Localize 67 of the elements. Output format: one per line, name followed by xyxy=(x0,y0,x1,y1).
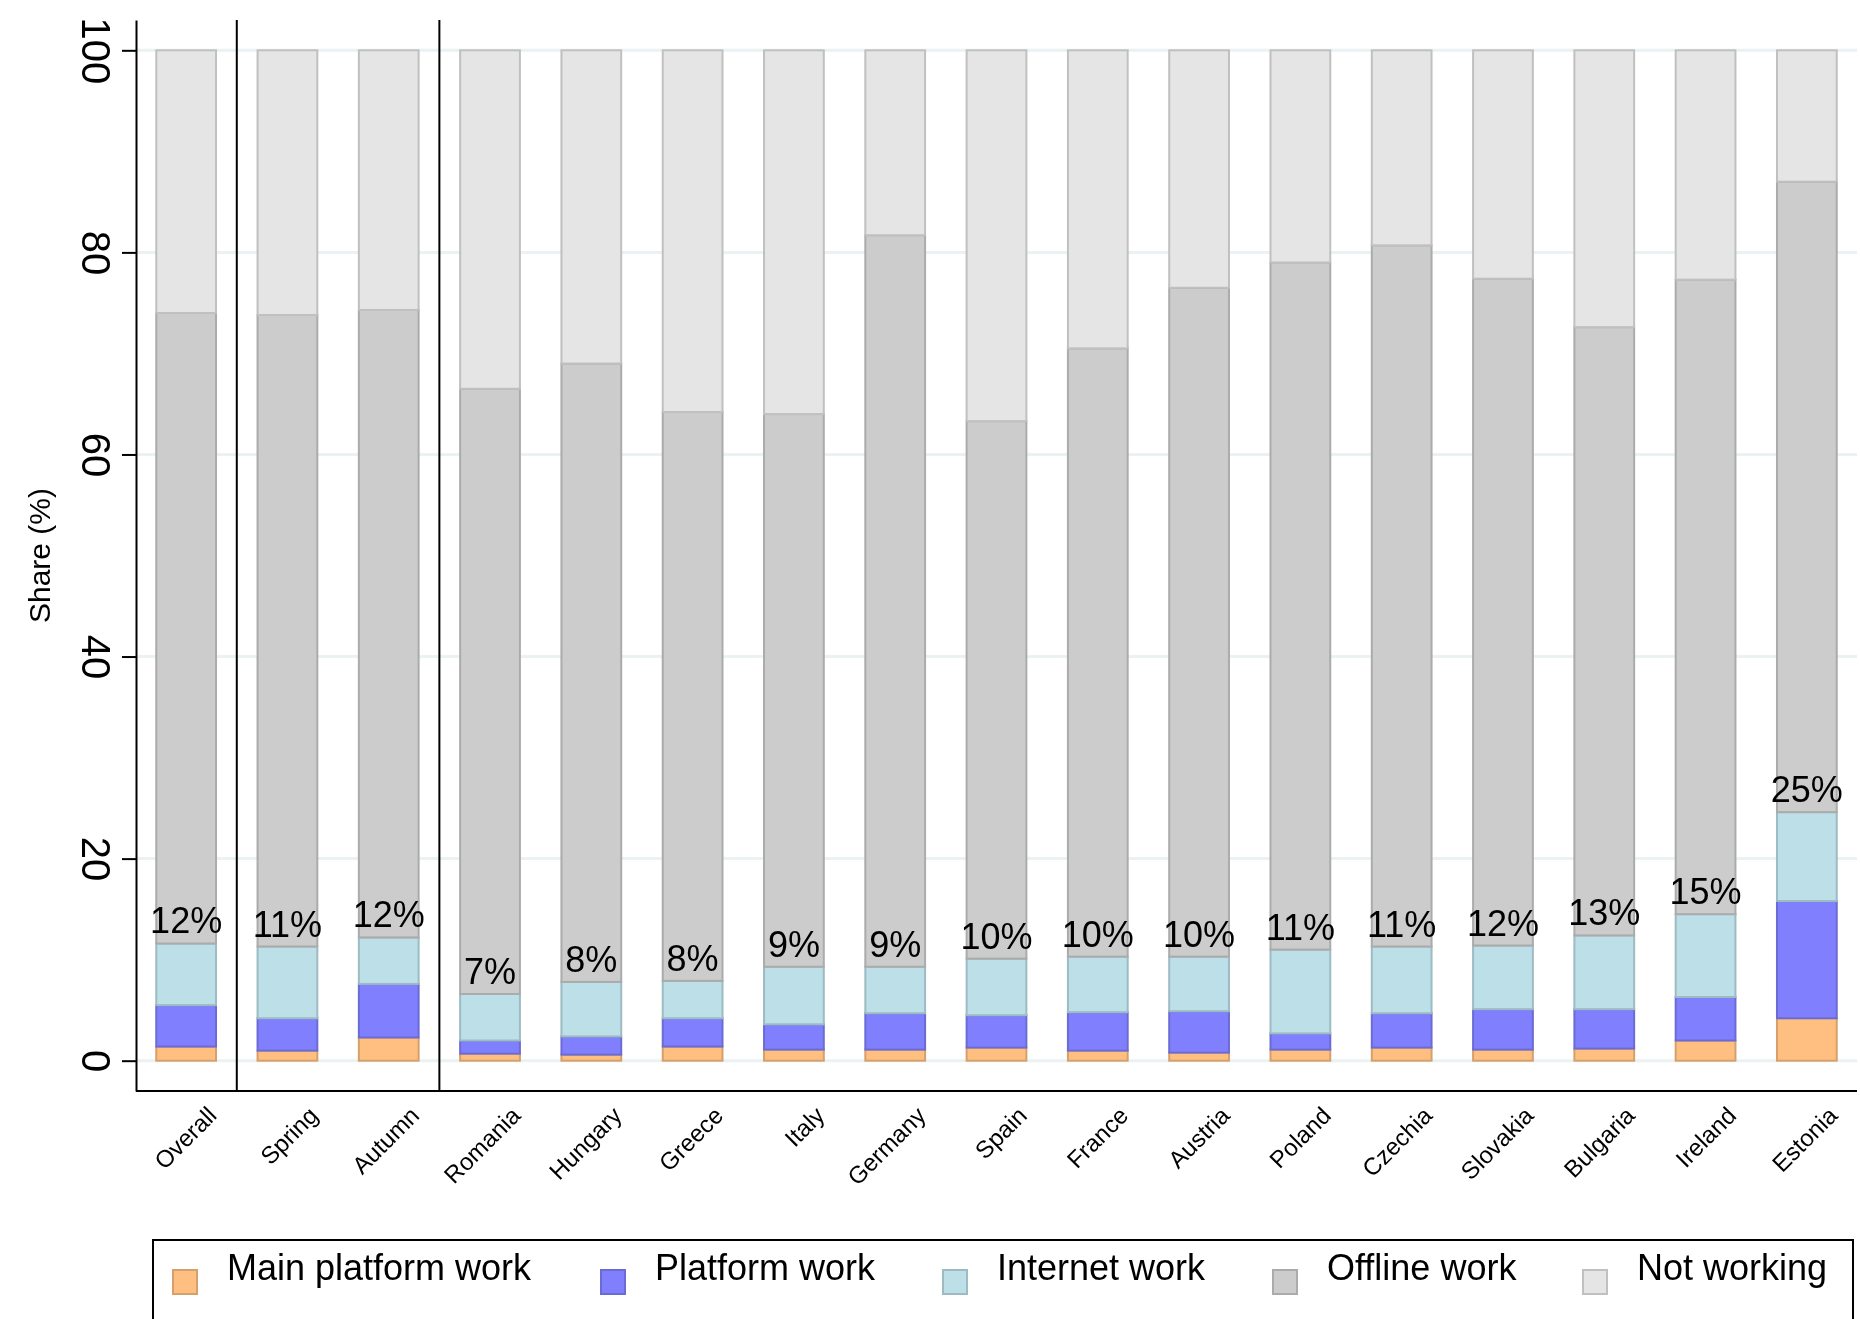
bar xyxy=(661,979,724,1020)
bar xyxy=(1370,1012,1433,1049)
bar xyxy=(965,957,1028,1017)
bar xyxy=(1370,945,1433,1015)
annotation: 8% xyxy=(666,937,719,979)
bar xyxy=(1168,955,1230,1013)
bar xyxy=(1775,811,1838,903)
annotation: 9% xyxy=(767,923,820,965)
bar xyxy=(763,1023,825,1051)
bar xyxy=(965,1014,1028,1049)
bar xyxy=(256,945,319,1020)
annotation: 8% xyxy=(565,938,618,980)
annotation: 12% xyxy=(1466,902,1540,944)
legend-label: Offline work xyxy=(1327,1247,1518,1288)
y-tick-label: 40 xyxy=(74,634,118,680)
bar xyxy=(1269,948,1332,1035)
annotation: 9% xyxy=(869,923,922,965)
y-tick-label: 0 xyxy=(74,1050,118,1073)
bar xyxy=(357,982,420,1039)
bar xyxy=(1674,1039,1737,1062)
bar xyxy=(1168,1010,1230,1054)
bar xyxy=(155,942,218,1007)
bar xyxy=(1674,996,1737,1042)
annotation: 15% xyxy=(1669,871,1742,913)
x-tick-label: Italy xyxy=(779,1101,830,1152)
bar xyxy=(1269,1032,1332,1051)
annotation: 10% xyxy=(960,915,1033,957)
annotation: 12% xyxy=(150,900,223,942)
bar xyxy=(1573,1008,1636,1050)
bar xyxy=(864,965,927,1015)
bar xyxy=(560,980,623,1038)
bar xyxy=(763,965,825,1026)
bar xyxy=(1066,1011,1129,1052)
bar xyxy=(661,1017,724,1048)
bar xyxy=(459,993,521,1042)
bar xyxy=(357,936,420,985)
bar xyxy=(1472,944,1534,1011)
bar xyxy=(864,1012,927,1051)
legend-label: Not working xyxy=(1637,1247,1828,1288)
legend-label: Internet work xyxy=(997,1247,1207,1288)
bar xyxy=(560,1035,623,1056)
bar xyxy=(1775,1017,1838,1062)
legend-label: Platform work xyxy=(655,1247,877,1288)
bar xyxy=(1066,955,1129,1014)
bar xyxy=(155,1004,218,1048)
y-tick-label: 60 xyxy=(74,432,118,478)
annotation: 11% xyxy=(1265,906,1336,948)
annotation: 7% xyxy=(464,951,517,992)
annotation: 10% xyxy=(1163,913,1236,955)
annotation: 25% xyxy=(1770,769,1843,811)
annotation: 11% xyxy=(252,903,323,945)
bar xyxy=(1472,1008,1534,1051)
y-tick-label: 80 xyxy=(74,230,118,276)
bar xyxy=(1674,913,1737,999)
y-axis-title: Share (%) xyxy=(23,487,56,624)
legend-label: Main platform work xyxy=(227,1247,533,1288)
bar xyxy=(1573,934,1636,1011)
annotation: 10% xyxy=(1061,913,1134,955)
annotation: 13% xyxy=(1568,892,1641,934)
bar xyxy=(357,1036,420,1062)
bar xyxy=(256,1017,319,1052)
annotation: 11% xyxy=(1366,903,1437,945)
bar xyxy=(1775,900,1838,1020)
y-tick-label: 100 xyxy=(74,17,118,85)
bar xyxy=(459,1039,521,1055)
annotation: 12% xyxy=(352,894,425,936)
y-tick-label: 20 xyxy=(74,836,118,882)
